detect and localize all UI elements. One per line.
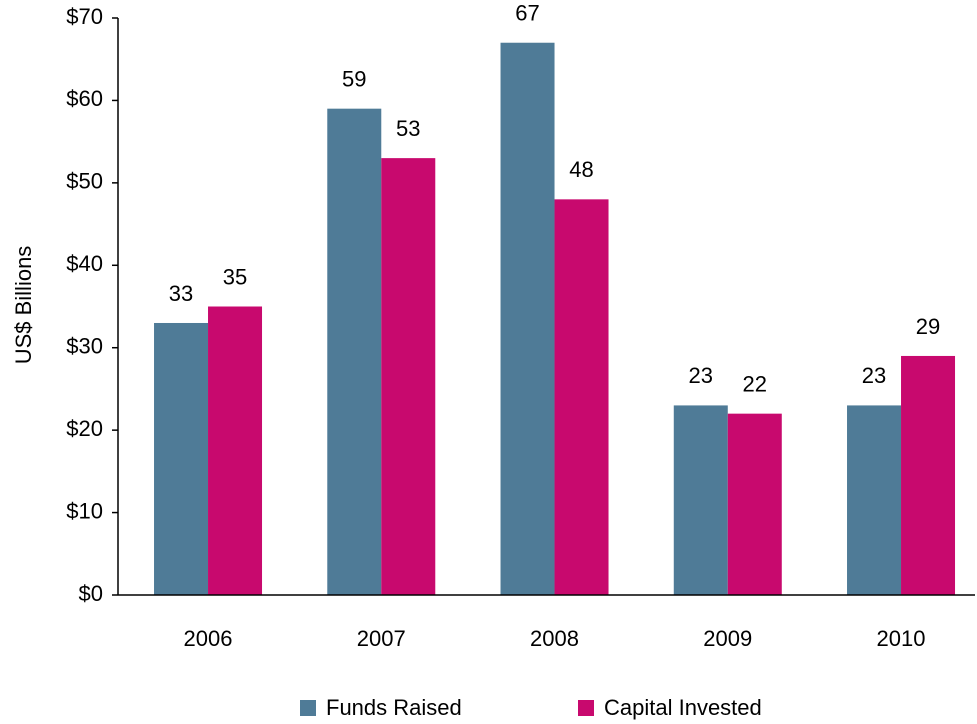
x-tick-label: 2010 bbox=[877, 626, 926, 651]
bar bbox=[727, 413, 782, 595]
y-tick-label: $60 bbox=[66, 86, 103, 111]
x-tick-label: 2007 bbox=[357, 626, 406, 651]
value-label: 29 bbox=[916, 314, 940, 339]
bar bbox=[500, 42, 555, 595]
bar bbox=[381, 158, 436, 595]
bar bbox=[673, 405, 728, 595]
y-tick-label: $40 bbox=[66, 251, 103, 276]
y-tick-label: $10 bbox=[66, 498, 103, 523]
y-tick-label: $50 bbox=[66, 169, 103, 194]
value-label: 53 bbox=[396, 116, 420, 141]
bar bbox=[847, 405, 902, 595]
bar bbox=[208, 306, 263, 595]
value-label: 35 bbox=[223, 264, 247, 289]
value-label: 22 bbox=[743, 371, 767, 396]
x-tick-label: 2008 bbox=[530, 626, 579, 651]
y-tick-label: $30 bbox=[66, 334, 103, 359]
value-label: 33 bbox=[169, 281, 193, 306]
legend-swatch bbox=[300, 700, 316, 716]
value-label: 23 bbox=[689, 363, 713, 388]
value-label: 59 bbox=[342, 66, 366, 91]
value-label: 48 bbox=[569, 157, 593, 182]
legend-label: Capital Invested bbox=[604, 695, 762, 720]
bar bbox=[327, 108, 382, 596]
value-label: 67 bbox=[515, 1, 539, 26]
value-label: 23 bbox=[862, 363, 886, 388]
y-axis-label: US$ Billions bbox=[11, 246, 36, 365]
y-tick-label: $20 bbox=[66, 416, 103, 441]
bar bbox=[154, 322, 209, 595]
y-tick-label: $0 bbox=[79, 581, 103, 606]
y-tick-label: $70 bbox=[66, 4, 103, 29]
x-tick-label: 2009 bbox=[703, 626, 752, 651]
legend-label: Funds Raised bbox=[326, 695, 462, 720]
bar bbox=[901, 355, 956, 595]
x-tick-label: 2006 bbox=[184, 626, 233, 651]
bar bbox=[554, 199, 609, 596]
legend-swatch bbox=[578, 700, 594, 716]
